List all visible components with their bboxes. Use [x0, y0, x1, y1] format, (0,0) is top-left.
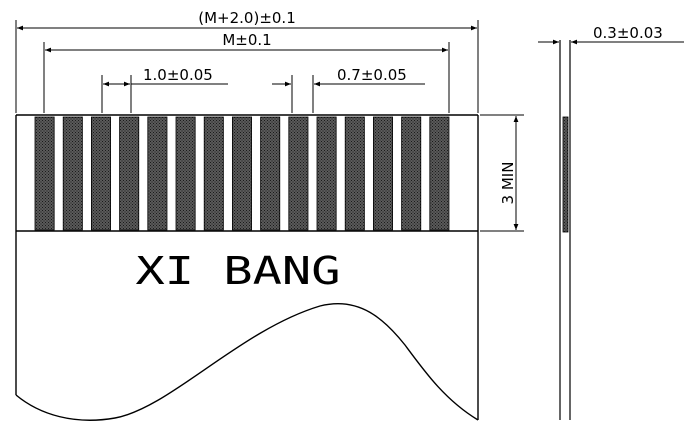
contact-strip [288, 116, 309, 231]
contact-width-label: 0.7±0.05 [337, 66, 407, 84]
contact-strip [91, 116, 111, 231]
contact-strip [401, 116, 422, 231]
contact-strip [429, 116, 450, 231]
side-view-contact-layer [562, 116, 569, 233]
contact-strip [147, 116, 168, 231]
contact-strip [260, 116, 281, 231]
pitch-label: 1.0±0.05 [143, 66, 213, 84]
contact-strip [231, 116, 252, 231]
contact-strip [34, 116, 55, 231]
contact-strip [62, 116, 83, 231]
thickness-label: 0.3±0.03 [593, 24, 663, 42]
contact-strip [203, 116, 224, 231]
contact-strip [316, 116, 337, 231]
overall-width-label: (M+2.0)±0.1 [198, 9, 296, 27]
contact-strip [344, 116, 365, 231]
brand-label: XI BANG [136, 249, 341, 293]
cable-front-view [15, 114, 479, 421]
contact-strip [372, 116, 393, 231]
contact-length-label: 3 MIN [499, 162, 517, 205]
cable-break-curve [15, 303, 479, 421]
contact-array [34, 116, 450, 231]
cable-side-view [559, 40, 571, 420]
contact-span-label: M±0.1 [222, 31, 271, 49]
contact-strip [175, 116, 196, 231]
contact-strip [119, 116, 140, 231]
